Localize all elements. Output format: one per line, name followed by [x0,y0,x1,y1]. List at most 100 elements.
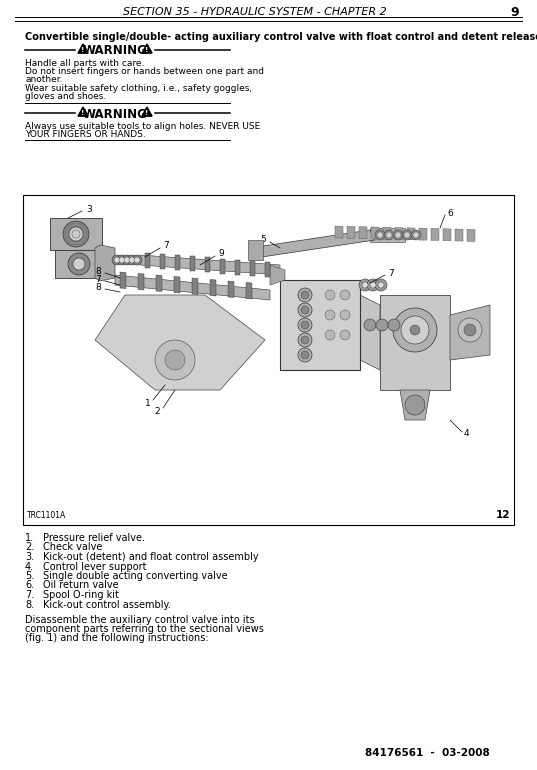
Text: 8: 8 [95,266,101,276]
Text: 7.: 7. [25,590,34,600]
Polygon shape [142,107,152,116]
Circle shape [404,232,410,238]
Polygon shape [335,226,343,238]
Text: 9: 9 [218,249,224,259]
Polygon shape [407,228,415,239]
Polygon shape [175,255,180,270]
Circle shape [375,279,387,291]
Polygon shape [467,229,475,241]
Text: WARNING: WARNING [83,45,148,58]
Text: SECTION 35 - HYDRAULIC SYSTEM - CHAPTER 2: SECTION 35 - HYDRAULIC SYSTEM - CHAPTER … [123,7,387,17]
Circle shape [340,290,350,300]
Text: 4.: 4. [25,561,34,571]
Polygon shape [455,229,463,241]
Circle shape [464,324,476,336]
Polygon shape [250,230,375,258]
Polygon shape [270,265,285,285]
Text: Pressure relief valve.: Pressure relief valve. [43,533,145,543]
Text: 12: 12 [496,510,510,520]
Polygon shape [347,226,355,238]
Polygon shape [95,245,115,281]
Polygon shape [156,275,162,292]
Polygon shape [190,256,195,271]
Text: 5: 5 [260,236,266,245]
Bar [23,195,514,525]
Text: YOUR FINGERS OR HANDS.: YOUR FINGERS OR HANDS. [25,130,146,139]
Text: Kick-out (detent) and float control assembly: Kick-out (detent) and float control asse… [43,552,259,562]
Polygon shape [140,255,280,275]
Circle shape [301,291,309,299]
Circle shape [410,325,420,335]
Text: 4: 4 [464,430,470,438]
Circle shape [119,257,125,263]
Polygon shape [246,283,252,299]
Circle shape [375,230,385,240]
Text: 1: 1 [145,399,151,407]
Circle shape [69,227,83,241]
Text: !: ! [82,47,85,53]
Bar [55,250,103,278]
Circle shape [73,258,85,270]
Text: 2.: 2. [25,543,34,553]
Polygon shape [228,281,234,297]
Polygon shape [383,227,391,239]
Text: gloves and shoes.: gloves and shoes. [25,92,106,101]
Bar [50,218,102,250]
Circle shape [155,340,195,380]
Text: 3: 3 [86,205,92,213]
Polygon shape [443,229,451,241]
Text: 84176561  -  03-2008: 84176561 - 03-2008 [365,748,490,758]
Text: Handle all parts with care.: Handle all parts with care. [25,59,144,68]
Text: Convertible single/double- acting auxiliary control valve with float control and: Convertible single/double- acting auxili… [25,32,537,42]
Text: 6: 6 [447,209,453,217]
Polygon shape [142,44,152,53]
Circle shape [301,321,309,329]
Text: 5.: 5. [25,571,34,581]
Circle shape [402,230,412,240]
Polygon shape [220,259,225,273]
Text: 1.: 1. [25,533,34,543]
Circle shape [395,232,401,238]
Polygon shape [78,44,88,53]
Polygon shape [210,280,216,296]
Text: !: ! [146,110,149,116]
Circle shape [386,232,392,238]
Bar [280,280,360,370]
Text: component parts referring to the sectional views: component parts referring to the section… [25,624,264,634]
Text: Always use suitable tools to align holes. NEVER USE: Always use suitable tools to align holes… [25,122,260,131]
Circle shape [393,230,403,240]
Circle shape [378,282,384,288]
Polygon shape [360,295,380,370]
Circle shape [458,318,482,342]
Circle shape [114,257,120,263]
Polygon shape [78,107,88,116]
Circle shape [68,253,90,275]
Text: Check valve: Check valve [43,543,103,553]
Text: !: ! [146,47,149,53]
Circle shape [132,255,142,265]
Circle shape [325,290,335,300]
Circle shape [301,351,309,359]
Text: Control lever support: Control lever support [43,561,147,571]
Text: 3.: 3. [25,552,34,562]
Circle shape [63,221,89,247]
Circle shape [359,279,371,291]
Circle shape [367,279,379,291]
Polygon shape [400,390,430,420]
Text: Disassemble the auxiliary control valve into its: Disassemble the auxiliary control valve … [25,615,255,625]
Circle shape [340,330,350,340]
Circle shape [298,348,312,362]
Circle shape [364,319,376,331]
Circle shape [301,336,309,344]
Circle shape [134,257,140,263]
Bar [380,295,450,390]
Circle shape [384,230,394,240]
Circle shape [122,255,132,265]
Polygon shape [419,228,427,240]
Circle shape [298,318,312,332]
Bar [248,240,263,260]
Circle shape [298,303,312,317]
Polygon shape [235,259,240,275]
Circle shape [388,319,400,331]
Polygon shape [395,227,403,239]
